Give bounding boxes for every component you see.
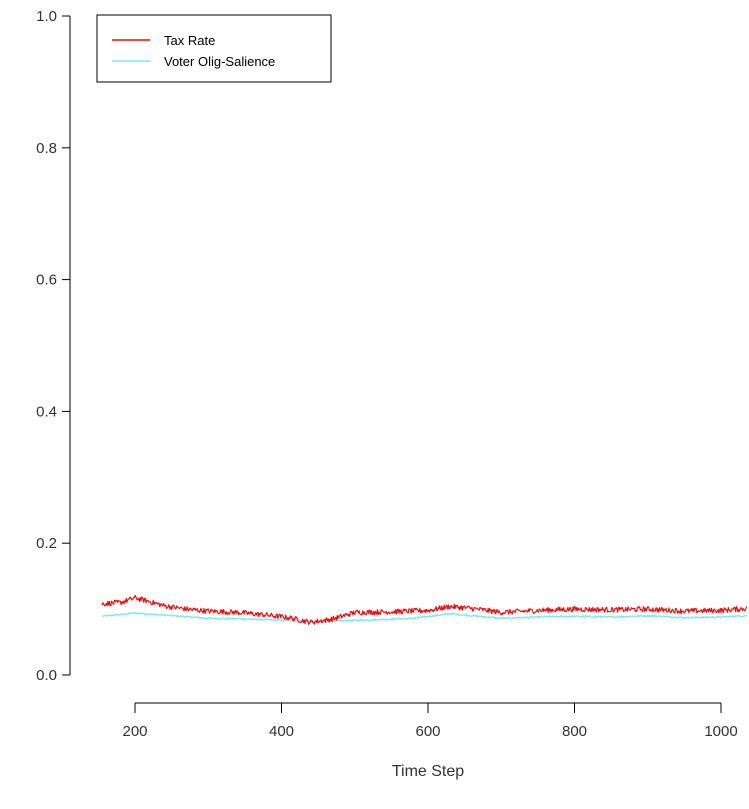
series-line-voter-olig-salience: [101, 611, 748, 623]
x-tick-label: 600: [415, 723, 440, 740]
y-tick-label: 1.0: [36, 8, 57, 25]
x-tick-label: 200: [122, 723, 147, 740]
x-axis: 200 400 600 800 1000: [122, 702, 738, 740]
x-axis-title: Time Step: [392, 763, 464, 780]
x-tick-label: 800: [562, 723, 587, 740]
y-tick-label: 0.2: [36, 535, 57, 552]
legend-label-tax-rate: Tax Rate: [164, 33, 215, 48]
legend-box: [96, 14, 332, 83]
series-layer: [101, 594, 748, 625]
y-tick-label: 0.0: [36, 667, 57, 684]
x-tick-label: 400: [269, 723, 294, 740]
legend: Tax Rate Voter Olig-Salience: [96, 14, 332, 83]
y-tick-label: 0.4: [36, 403, 57, 420]
y-axis: 0.0 0.2 0.4 0.6 0.8 1.0: [36, 8, 71, 684]
legend-label-voter-olig-salience: Voter Olig-Salience: [164, 54, 275, 69]
y-tick-label: 0.8: [36, 140, 57, 157]
x-tick-label: 1000: [704, 723, 737, 740]
series-line-tax-rate: [101, 594, 748, 625]
y-tick-label: 0.6: [36, 272, 57, 289]
